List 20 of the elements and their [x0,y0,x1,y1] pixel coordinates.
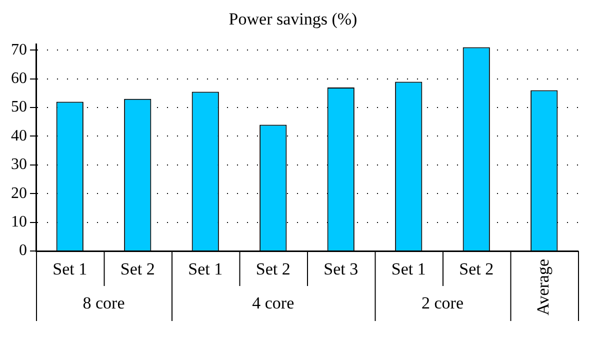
y-tick-label: 50 [11,98,27,116]
x-tick-label: Set 1 [391,259,426,278]
x-tick-label: Average [534,259,553,316]
x-tick-label: Set 2 [120,259,155,278]
text: 2 core [421,293,464,312]
x-tick-label: Set 2 [256,259,290,278]
y-tick-label: 0 [19,242,27,260]
chart-title: Power savings (%) [228,10,358,29]
y-tick-label: 40 [11,127,27,144]
y-tick-label: 60 [11,70,27,88]
x-tick-label: Set 1 [52,259,88,278]
x-tick-label: Set 3 [324,259,358,278]
text: 4 core [252,293,294,312]
y-tick-label: 30 [11,156,27,174]
y-tick-label: 10 [11,214,27,231]
x-tick-label: Set 1 [188,259,223,278]
x-tick-label: Set 2 [459,259,494,278]
y-tick-label: 70 [11,41,27,58]
y-tick-label: 20 [11,184,27,202]
text: 8 core [82,293,125,312]
